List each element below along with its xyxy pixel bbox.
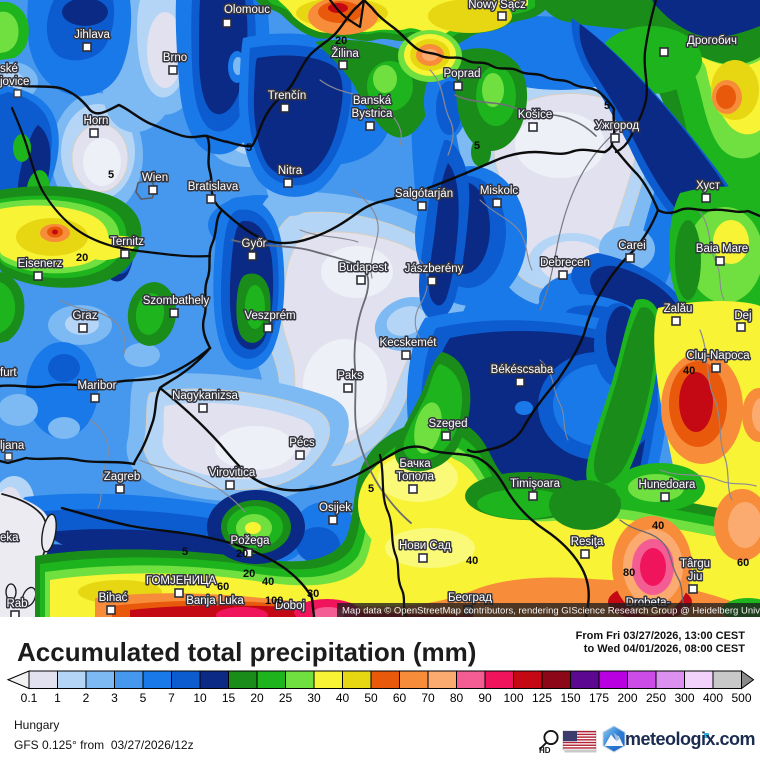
svg-text:Baia Mare: Baia Mare	[696, 243, 748, 255]
svg-text:Banja Luka: Banja Luka	[186, 595, 244, 607]
svg-text:5: 5	[108, 169, 114, 181]
svg-text:Map data © OpenStreetMap contr: Map data © OpenStreetMap contributors, r…	[342, 606, 760, 617]
svg-text:Бачка: Бачка	[399, 458, 431, 470]
svg-text:Jihlava: Jihlava	[74, 29, 110, 41]
svg-text:Miskolc: Miskolc	[480, 185, 519, 197]
svg-text:Szombathely: Szombathely	[143, 295, 210, 307]
svg-text:Virovitica: Virovitica	[209, 467, 256, 479]
svg-text:Нови Сад: Нови Сад	[399, 540, 451, 552]
svg-text:Ужгород: Ужгород	[595, 120, 639, 132]
svg-text:Jiu: Jiu	[688, 571, 703, 583]
svg-text:40: 40	[466, 555, 478, 567]
svg-text:ské: ské	[0, 63, 18, 75]
svg-text:Maribor: Maribor	[78, 380, 117, 392]
svg-text:20: 20	[335, 35, 347, 47]
svg-text:Budapest: Budapest	[339, 262, 388, 274]
svg-text:Pécs: Pécs	[289, 437, 315, 449]
svg-text:Nitra: Nitra	[278, 165, 303, 177]
svg-text:eka: eka	[0, 532, 19, 544]
svg-text:Graz: Graz	[73, 310, 98, 322]
svg-text:ГОМЈЕНИЦА: ГОМЈЕНИЦА	[146, 575, 217, 587]
svg-text:Banská: Banská	[353, 95, 392, 107]
svg-text:Hunedoara: Hunedoara	[639, 479, 697, 491]
svg-text:Rab: Rab	[6, 598, 27, 610]
svg-text:5: 5	[368, 483, 374, 495]
svg-text:Târgu: Târgu	[680, 558, 710, 570]
svg-text:jovice: jovice	[0, 76, 29, 88]
svg-text:Хуст: Хуст	[696, 180, 721, 192]
svg-text:Nagykanizsa: Nagykanizsa	[172, 390, 238, 402]
svg-text:Košice: Košice	[518, 109, 553, 121]
svg-text:60: 60	[737, 557, 749, 569]
svg-text:Resiţa: Resiţa	[571, 536, 604, 548]
svg-text:80: 80	[623, 567, 635, 579]
svg-text:Debrecen: Debrecen	[540, 257, 590, 269]
svg-text:Brno: Brno	[163, 52, 187, 64]
svg-text:Horn: Horn	[84, 115, 109, 127]
svg-text:Bihać: Bihać	[99, 592, 128, 604]
svg-text:Osijek: Osijek	[319, 502, 351, 514]
svg-text:Београд: Београд	[448, 592, 492, 604]
svg-text:ljana: ljana	[0, 440, 25, 452]
svg-text:Trenčín: Trenčín	[268, 90, 307, 102]
svg-text:Békéscsaba: Békéscsaba	[491, 364, 554, 376]
svg-text:Timişoara: Timişoara	[510, 478, 561, 490]
svg-text:furt: furt	[0, 367, 17, 379]
svg-text:Požega: Požega	[230, 535, 270, 547]
svg-text:Cluj-Napoca: Cluj-Napoca	[686, 350, 750, 362]
svg-text:Bystrica: Bystrica	[352, 108, 394, 120]
svg-text:Győr: Győr	[242, 238, 267, 250]
svg-text:Ternitz: Ternitz	[110, 236, 144, 248]
svg-text:Carei: Carei	[618, 240, 645, 252]
svg-text:40: 40	[683, 365, 695, 377]
svg-text:Paks: Paks	[337, 370, 363, 382]
svg-text:Дрогобич: Дрогобич	[687, 35, 737, 47]
svg-text:5: 5	[604, 100, 610, 112]
svg-text:Eisenerz: Eisenerz	[18, 258, 63, 270]
svg-text:40: 40	[652, 520, 664, 532]
svg-text:Jászberény: Jászberény	[405, 263, 464, 275]
svg-text:5: 5	[246, 142, 252, 154]
svg-text:Salgótarján: Salgótarján	[395, 188, 453, 200]
svg-text:Žilina: Žilina	[331, 47, 359, 60]
svg-text:100: 100	[265, 595, 283, 607]
svg-text:Dej: Dej	[734, 310, 751, 322]
svg-text:20: 20	[76, 252, 88, 264]
svg-text:Топола: Топола	[396, 471, 435, 483]
svg-text:Wien: Wien	[142, 172, 168, 184]
svg-text:20: 20	[243, 568, 255, 580]
svg-text:Olomouc: Olomouc	[224, 4, 270, 16]
svg-text:40: 40	[262, 576, 274, 588]
svg-text:Zagreb: Zagreb	[104, 471, 140, 483]
svg-text:Veszprém: Veszprém	[244, 310, 295, 322]
svg-text:Doboj: Doboj	[275, 600, 305, 612]
svg-text:Nowy Sącz: Nowy Sącz	[468, 0, 526, 11]
svg-text:Kecskemét: Kecskemét	[380, 337, 438, 349]
svg-text:Bratislava: Bratislava	[188, 181, 239, 193]
svg-text:Szeged: Szeged	[428, 418, 467, 430]
svg-text:60: 60	[217, 581, 229, 593]
svg-text:5: 5	[474, 140, 480, 152]
svg-text:Poprad: Poprad	[443, 68, 480, 80]
svg-text:30: 30	[307, 588, 319, 600]
svg-text:5: 5	[182, 546, 188, 558]
svg-text:20: 20	[236, 548, 248, 560]
svg-text:Zalău: Zalău	[664, 303, 693, 315]
